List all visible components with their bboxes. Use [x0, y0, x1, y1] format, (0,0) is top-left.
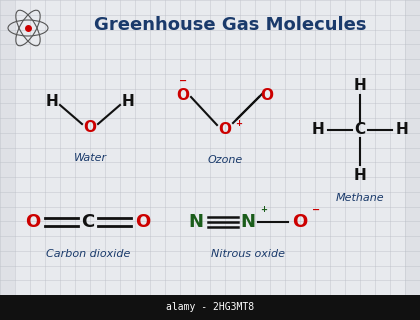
Text: H: H: [396, 123, 408, 138]
Bar: [0, 295, 420, 320]
Text: alamy - 2HG3MT8: alamy - 2HG3MT8: [166, 302, 254, 312]
Text: H: H: [354, 167, 366, 182]
Text: O: O: [260, 87, 273, 102]
Text: Methane: Methane: [336, 193, 384, 203]
Text: O: O: [176, 87, 189, 102]
Text: O: O: [135, 213, 151, 231]
Text: O: O: [292, 213, 307, 231]
Text: Ozone: Ozone: [207, 155, 243, 165]
Bar: [405, 0, 420, 295]
Text: −: −: [179, 76, 187, 86]
Text: −: −: [312, 205, 320, 215]
Text: O: O: [25, 213, 41, 231]
Text: C: C: [354, 123, 365, 138]
Bar: [0, 0, 15, 295]
Text: O: O: [84, 121, 97, 135]
Text: N: N: [189, 213, 204, 231]
Text: H: H: [46, 94, 58, 109]
Text: N: N: [241, 213, 255, 231]
Text: Water: Water: [74, 153, 107, 163]
Text: +: +: [260, 205, 268, 214]
Text: Nitrous oxide: Nitrous oxide: [211, 249, 285, 259]
Text: H: H: [312, 123, 324, 138]
Text: Carbon dioxide: Carbon dioxide: [46, 249, 130, 259]
Text: C: C: [81, 213, 94, 231]
Text: Greenhouse Gas Molecules: Greenhouse Gas Molecules: [94, 16, 366, 34]
Text: O: O: [218, 123, 231, 138]
Text: +: +: [236, 118, 242, 127]
Text: H: H: [354, 77, 366, 92]
Text: H: H: [122, 94, 134, 109]
